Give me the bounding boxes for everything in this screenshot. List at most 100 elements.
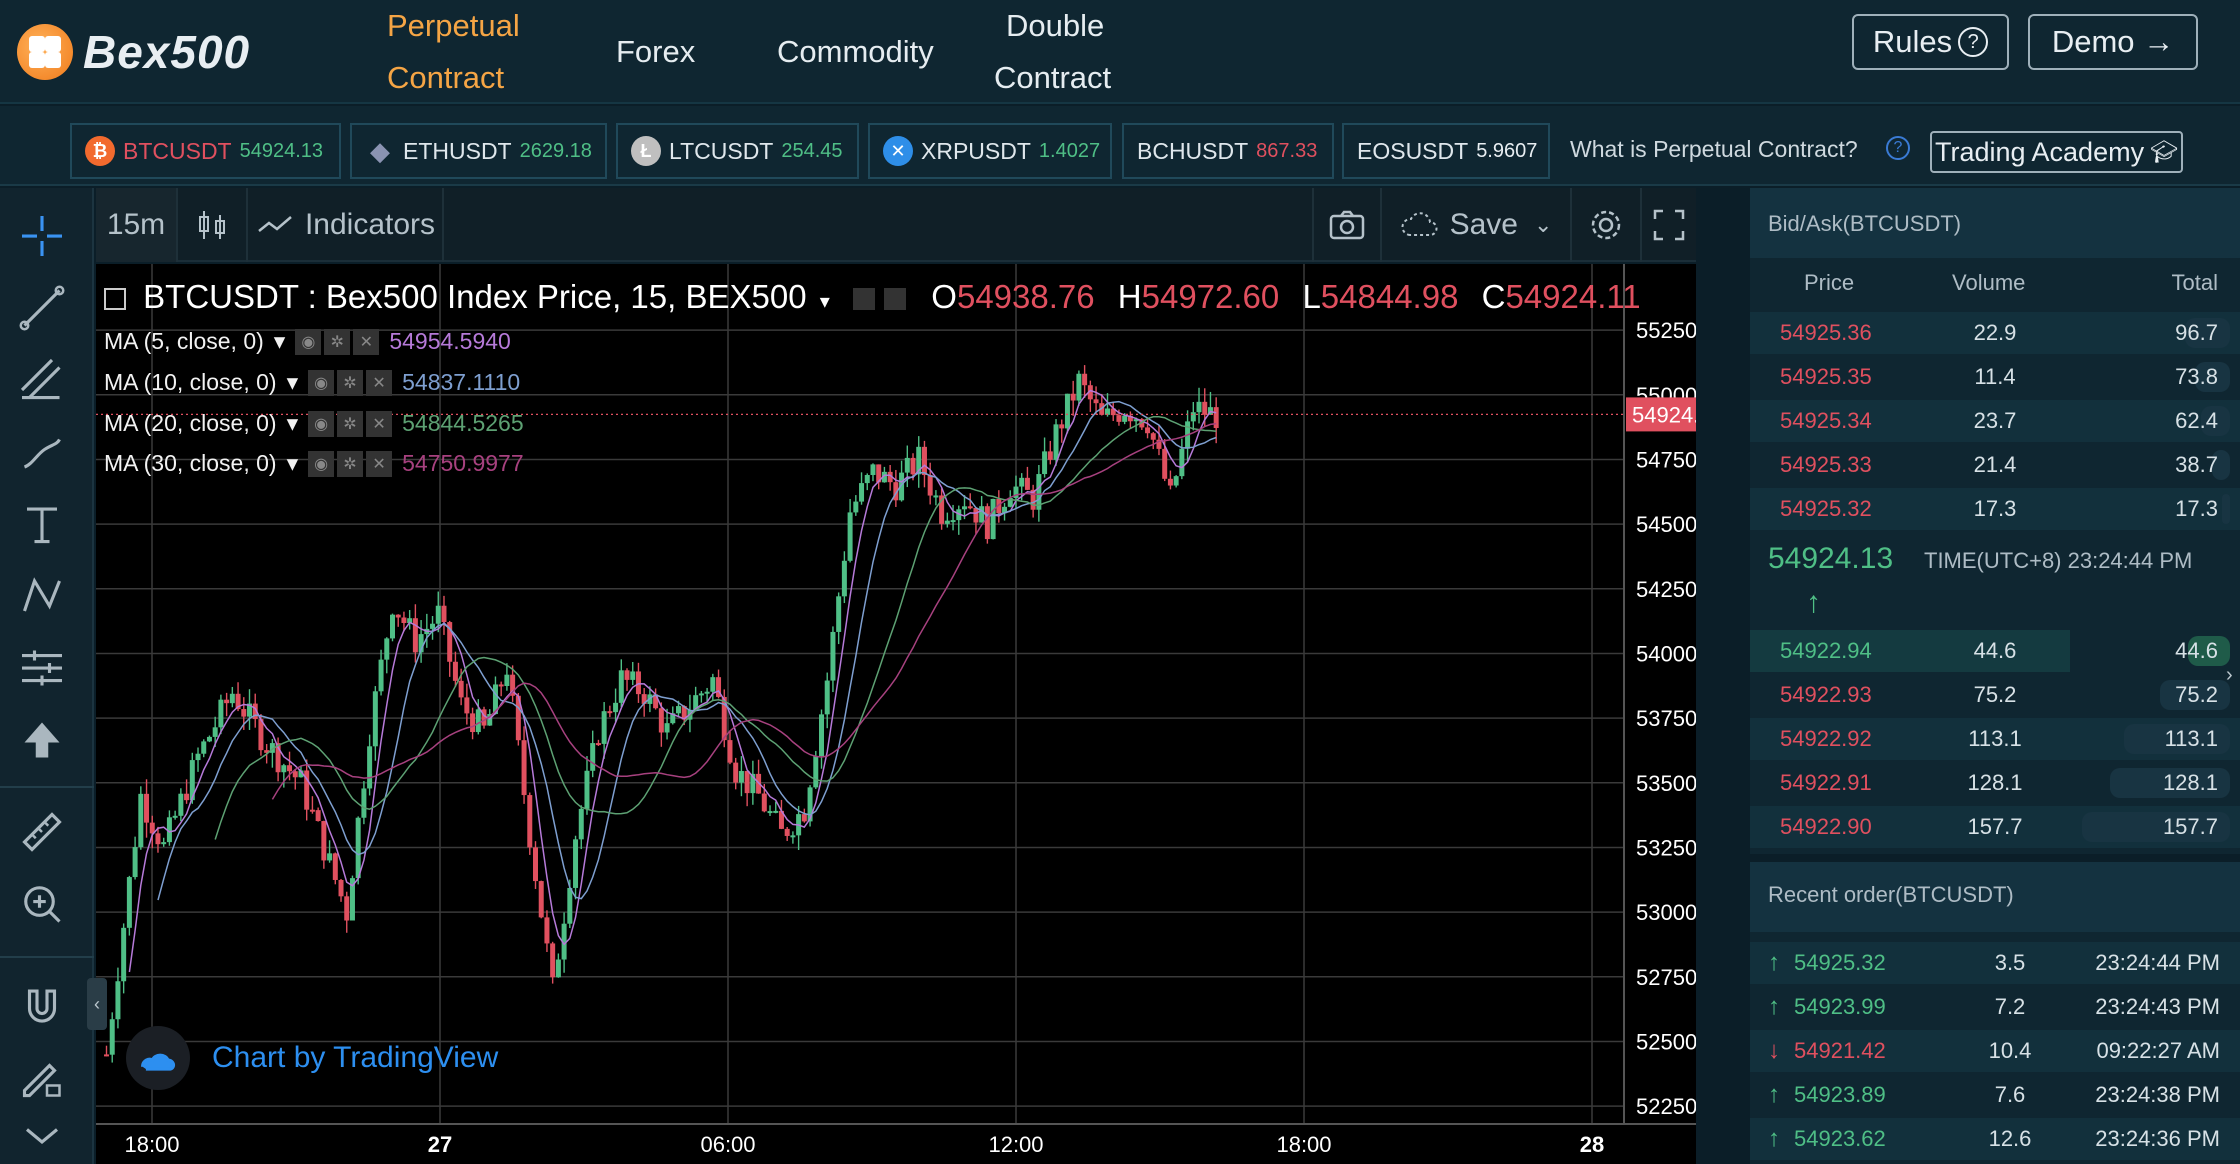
bid-row[interactable]: 54922.91 128.1 128.1 — [1750, 762, 2240, 804]
ticker-ethusdt[interactable]: ◆ ETHUSDT 2629.18 — [350, 123, 607, 179]
rules-button[interactable]: Rules ? — [1852, 14, 2009, 70]
orderbook-title: Bid/Ask(BTCUSDT) — [1768, 211, 1962, 236]
candle-down — [1162, 448, 1168, 479]
bid-row[interactable]: 54922.90 157.7 157.7 — [1750, 806, 2240, 848]
legend-gear-icon[interactable] — [884, 288, 907, 311]
price-chart[interactable]: 55250.0055000.0054750.0054500.0054250.00… — [96, 264, 1696, 1164]
bid-row[interactable]: 54922.94 44.6 44.6 — [1750, 630, 2240, 672]
trend-line-icon[interactable] — [14, 280, 70, 336]
fullscreen-button[interactable] — [1642, 188, 1696, 262]
interval-selector[interactable]: 15m — [96, 188, 178, 262]
fib-tools-icon[interactable] — [14, 352, 70, 408]
collapse-toolbar-handle[interactable]: ‹ — [87, 978, 107, 1030]
collapse-legend-icon[interactable] — [104, 288, 126, 311]
top-header: Bex500 Perpetual Contract Forex Commodit… — [0, 0, 2240, 104]
candle-up — [1064, 393, 1070, 429]
crosshair-icon[interactable] — [14, 208, 70, 264]
ob-total: 113.1 — [2164, 726, 2218, 751]
ohlc-close: 54924.11 — [1505, 278, 1641, 315]
ma-controls[interactable]: ◉ ✲ ✕ — [308, 410, 393, 437]
ma5-legend[interactable]: MA (5, close, 0) ▾ ◉ ✲ ✕ 54954.5940 — [104, 328, 511, 355]
what-is-perpetual-link[interactable]: What is Perpetual Contract? — [1570, 136, 1858, 162]
candle-style-button[interactable] — [178, 188, 248, 262]
ob-volume: 11.4 — [1974, 364, 2016, 389]
help-circle-icon[interactable]: ? — [1886, 136, 1910, 160]
brush-icon[interactable] — [14, 424, 70, 480]
camera-button[interactable] — [1312, 188, 1382, 262]
candle-up — [269, 743, 275, 753]
ma-controls[interactable]: ◉ ✲ ✕ — [308, 369, 393, 396]
ruler-icon[interactable] — [14, 804, 70, 860]
y-tick-label: 53000.00 — [1636, 900, 1696, 925]
ma-controls[interactable]: ◉ ✲ ✕ — [295, 328, 380, 355]
candle-up — [773, 810, 779, 813]
nav-perpetual-contract[interactable]: Perpetual Contract — [387, 0, 520, 104]
candle-up — [767, 811, 773, 814]
x-tick-label: 28 — [1580, 1132, 1604, 1157]
nav-double-contract[interactable]: Double Contract — [994, 0, 1111, 104]
legend-symbol[interactable]: BTCUSDT : Bex500 Index Price, 15, BEX500 — [143, 278, 807, 315]
text-tool-icon[interactable] — [14, 496, 70, 552]
camera-icon — [1329, 210, 1365, 240]
ask-row[interactable]: 54925.33 21.4 38.7 — [1750, 444, 2240, 486]
candle-down — [458, 680, 464, 698]
candle-up — [1179, 448, 1185, 477]
ticker-bchusdt[interactable]: BCHUSDT 867.33 — [1122, 123, 1334, 179]
nav-label: Commodity — [777, 34, 934, 69]
candle-down — [1087, 385, 1093, 400]
zoom-in-icon[interactable] — [14, 876, 70, 932]
nav-commodity[interactable]: Commodity — [777, 0, 934, 104]
magnet-icon[interactable] — [14, 978, 70, 1034]
nav-forex[interactable]: Forex — [616, 0, 695, 104]
demo-button[interactable]: Demo → — [2028, 14, 2198, 70]
recent-order-row: ↓ 54921.42 10.4 09:22:27 AM — [1750, 1030, 2240, 1072]
lock-drawing-icon[interactable] — [14, 1050, 70, 1106]
ma10-legend[interactable]: MA (10, close, 0) ▾ ◉ ✲ ✕ 54837.1110 — [104, 369, 520, 396]
candle-up — [327, 853, 333, 861]
candle-up — [1053, 424, 1059, 460]
ticker-btcusdt[interactable]: ₿ BTCUSDT 54924.13 — [70, 123, 341, 179]
ma20-legend[interactable]: MA (20, close, 0) ▾ ◉ ✲ ✕ 54844.5265 — [104, 410, 524, 437]
order-qty: 7.2 — [1994, 994, 2026, 1019]
orderbook-header: Bid/Ask(BTCUSDT) — [1750, 188, 2240, 258]
brand-logo[interactable]: Bex500 — [17, 16, 250, 88]
depth-bar — [2221, 494, 2230, 524]
candle-up — [979, 506, 985, 523]
ticker-eosusdt[interactable]: EOSUSDT 5.9607 — [1342, 123, 1550, 179]
bid-row[interactable]: 54922.92 113.1 113.1 — [1750, 718, 2240, 760]
settings-button[interactable] — [1572, 188, 1642, 262]
pattern-icon[interactable] — [14, 568, 70, 624]
trading-academy-button[interactable]: Trading Academy 🎓︎ — [1930, 131, 2183, 173]
indicators-button[interactable]: Indicators — [248, 188, 444, 262]
chevron-down-icon[interactable] — [14, 1114, 70, 1160]
candle-down — [681, 706, 687, 720]
candle-down — [144, 793, 150, 823]
order-time: 23:24:44 PM — [2095, 950, 2220, 975]
candle-down — [338, 879, 344, 897]
candle-down — [315, 810, 321, 822]
ob-volume: 23.7 — [1973, 408, 2017, 433]
ticker-bar: ₿ BTCUSDT 54924.13 ◆ ETHUSDT 2629.18 Ł L… — [0, 106, 2240, 186]
ma30-legend[interactable]: MA (30, close, 0) ▾ ◉ ✲ ✕ 54750.9977 — [104, 450, 524, 477]
arrow-up-icon[interactable] — [14, 712, 70, 768]
candle-down — [155, 833, 161, 845]
candle-up — [841, 560, 847, 597]
bid-row[interactable]: 54922.93 75.2 75.2 — [1750, 674, 2240, 716]
tradingview-attribution[interactable]: Chart by TradingView — [126, 1026, 498, 1090]
measure-tools-icon[interactable] — [14, 640, 70, 696]
ask-row[interactable]: 54925.32 17.3 17.3 — [1750, 488, 2240, 530]
ask-row[interactable]: 54925.35 11.4 73.8 — [1750, 356, 2240, 398]
recent-header: Recent order(BTCUSDT) — [1750, 862, 2240, 932]
ask-row[interactable]: 54925.34 23.7 62.4 — [1750, 400, 2240, 442]
candle-up — [178, 793, 184, 816]
ticker-ltcusdt[interactable]: Ł LTCUSDT 254.45 — [616, 123, 859, 179]
save-button[interactable]: Save ⌄ — [1382, 188, 1572, 262]
candle-up — [407, 618, 413, 623]
legend-eye-icon[interactable] — [852, 288, 875, 311]
candle-up — [819, 714, 824, 757]
ma-value: 54837.1110 — [402, 369, 521, 395]
ask-row[interactable]: 54925.36 22.9 96.7 — [1750, 312, 2240, 354]
chevron-right-icon[interactable]: › — [2226, 664, 2233, 686]
ticker-xrpusdt[interactable]: ✕ XRPUSDT 1.4027 — [868, 123, 1112, 179]
ma-controls[interactable]: ◉ ✲ ✕ — [308, 450, 393, 477]
